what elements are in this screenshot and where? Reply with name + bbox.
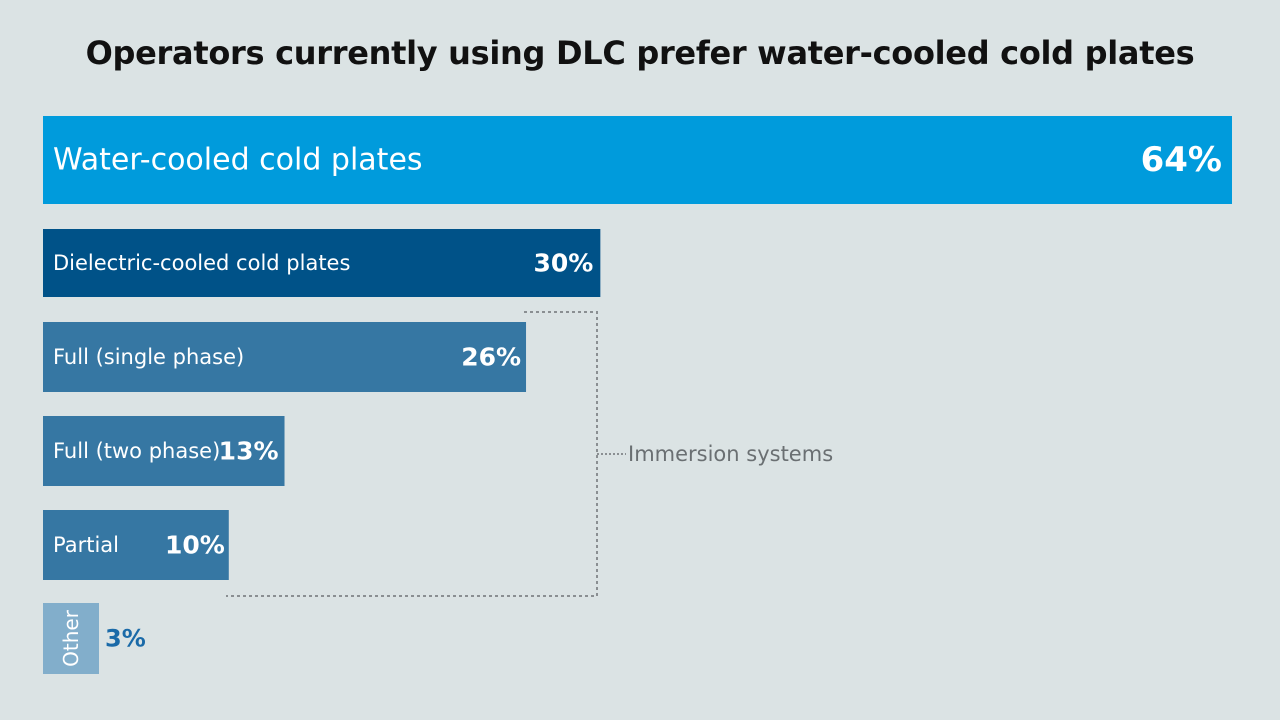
bar-dielectric-cooled-cold-plates xyxy=(43,229,601,297)
bar-value-full-two-phase: 13% xyxy=(219,437,279,466)
immersion-bracket xyxy=(226,311,598,597)
bar-group-full-single-phase: Full (single phase) 26% xyxy=(43,322,527,392)
immersion-label: Immersion systems xyxy=(628,442,833,466)
bar-group-water-cooled-cold-plates: Water-cooled cold plates 64% xyxy=(43,116,1232,204)
bar-value-water-cooled-cold-plates: 64% xyxy=(1141,140,1222,180)
chart-title: Operators currently using DLC prefer wat… xyxy=(85,34,1195,72)
bar-label-dielectric-cooled-cold-plates: Dielectric-cooled cold plates xyxy=(53,251,350,275)
bar-full-two-phase xyxy=(43,416,285,486)
bar-full-single-phase xyxy=(43,322,527,392)
bar-other xyxy=(43,603,99,674)
bar-value-full-single-phase: 26% xyxy=(461,343,521,372)
bar-group-partial: Partial 10% xyxy=(43,510,229,580)
bar-label-other: Other xyxy=(59,609,83,667)
bar-label-full-two-phase: Full (two phase) xyxy=(53,439,220,463)
bar-value-other: 3% xyxy=(105,625,146,653)
bar-label-partial: Partial xyxy=(53,533,119,557)
bar-water-cooled-cold-plates xyxy=(43,116,1232,204)
bar-value-dielectric-cooled-cold-plates: 30% xyxy=(534,249,594,278)
bar-group-full-two-phase: Full (two phase)13% xyxy=(43,416,285,486)
bar-value-partial: 10% xyxy=(165,531,225,560)
bar-group-dielectric-cooled-cold-plates: Dielectric-cooled cold plates 30% xyxy=(43,229,601,297)
bar-label-water-cooled-cold-plates: Water-cooled cold plates xyxy=(53,143,423,178)
bars-layer: Water-cooled cold plates 64% Dielectric-co… xyxy=(43,116,1232,674)
bar-label-full-single-phase: Full (single phase) xyxy=(53,345,244,369)
bar-group-other: Other 3% xyxy=(43,603,146,674)
bar-partial xyxy=(43,510,229,580)
immersion-annotation: Immersion systems xyxy=(226,311,833,597)
